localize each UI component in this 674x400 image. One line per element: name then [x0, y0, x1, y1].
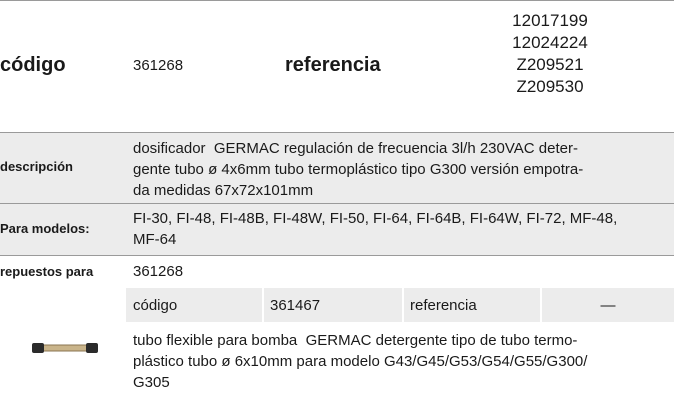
referencia: 12024224 — [512, 33, 588, 52]
cell-divider — [540, 288, 542, 322]
repuesto-referencia-label: referencia — [410, 297, 477, 314]
codigo: 361268 — [133, 57, 184, 74]
repuestos-label: repuestos para — [0, 264, 94, 279]
rule — [0, 132, 674, 133]
text-line: FI-30, FI-48, FI-48B, FI-48W, FI-50, FI-… — [133, 210, 618, 227]
row-bg — [126, 288, 674, 322]
row-bg — [0, 204, 674, 255]
referencia: Z209521 — [516, 55, 584, 74]
repuesto-descripcion: tubo flexible para bomba GERMAC detergen… — [133, 330, 587, 393]
cell-divider — [262, 288, 264, 322]
text-line: da medidas 67x72x101mm — [133, 182, 314, 199]
text-line: tubo flexible para bomba GERMAC detergen… — [133, 332, 578, 349]
repuesto-codigo: 361467 — [270, 297, 321, 314]
descripcion-label: descripción — [0, 159, 73, 174]
text-line: plástico tubo ø 6x10mm para modelo G43/G… — [133, 353, 588, 370]
referencia-label: referencia — [285, 54, 381, 76]
rule — [0, 203, 674, 204]
text-line: dosificador GERMAC regulación de frecuen… — [133, 140, 578, 157]
descripcion: dosificador GERMAC regulación de frecuen… — [133, 138, 583, 201]
modelos-label: Para modelos: — [0, 221, 90, 236]
referencias: 12017199 12024224 Z209521 Z209530 — [440, 10, 660, 98]
modelos: FI-30, FI-48, FI-48B, FI-48W, FI-50, FI-… — [133, 208, 617, 250]
tube-icon — [32, 343, 98, 353]
repuestos-value: 361268 — [133, 263, 184, 280]
repuesto-codigo-label: código — [133, 297, 178, 314]
cell-divider — [402, 288, 404, 322]
row-bg — [0, 133, 674, 203]
codigo-label: código — [0, 54, 66, 76]
text-line: G305 — [133, 374, 170, 391]
text-line: gente tubo ø 4x6mm tubo termoplástico ti… — [133, 161, 584, 178]
repuesto-referencia: — — [600, 297, 616, 314]
rule — [0, 255, 674, 256]
rule — [0, 0, 674, 1]
text-line: MF-64 — [133, 231, 177, 248]
referencia: 12017199 — [512, 11, 588, 30]
referencia: Z209530 — [516, 77, 584, 96]
